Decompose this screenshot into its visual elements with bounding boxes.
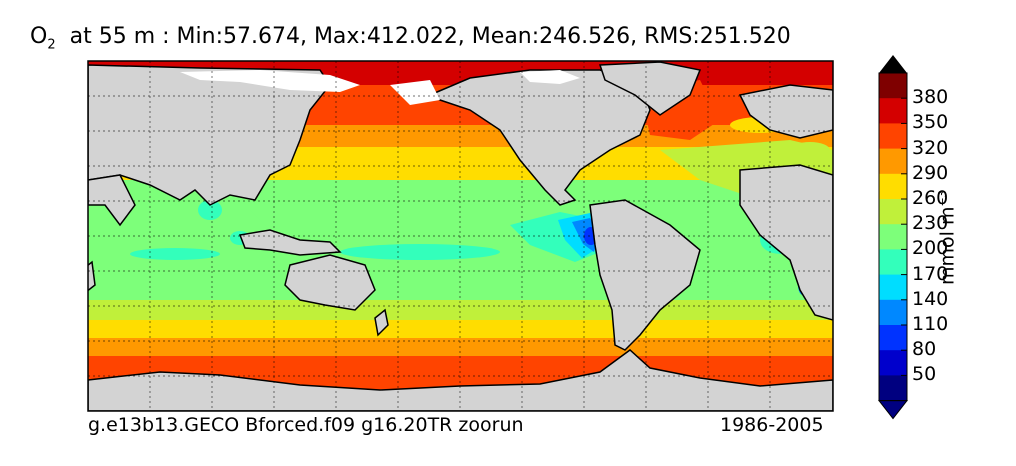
colorbar-segment [879, 274, 907, 301]
colorbar-frame [878, 72, 908, 402]
colorbar-tick-label: 230 [912, 212, 949, 235]
title-species-subscript: 2 [47, 37, 56, 53]
colorbar-segment [879, 73, 907, 99]
sea-ice [180, 70, 580, 105]
colorbar-tick-label: 170 [912, 262, 949, 285]
map-frame [87, 60, 834, 412]
title-species: O [30, 24, 48, 49]
graticule [88, 61, 833, 411]
colorbar-max-extend-arrow [879, 55, 907, 73]
colorbar-tick-label: 350 [912, 111, 949, 134]
colorbar-tick-label: 200 [912, 237, 949, 260]
colorbar-tick-label: 140 [912, 287, 949, 310]
colorbar-tick-label: 50 [912, 363, 937, 386]
colorbar-segment [879, 350, 907, 376]
caption-period: 1986-2005 [720, 414, 824, 436]
colorbar-segment [879, 224, 907, 250]
colorbar-segment [879, 199, 907, 225]
colorbar-tick-label: 80 [912, 338, 937, 361]
colorbar-tick-label: 290 [912, 161, 949, 184]
colorbar [877, 55, 909, 420]
colorbar-segment [879, 148, 907, 175]
colorbar-segment [879, 325, 907, 351]
colorbar-tick-label: 380 [912, 86, 949, 109]
land-masses [88, 61, 833, 411]
colorbar-segment [879, 98, 907, 124]
colorbar-min-extend-arrow [877, 400, 909, 420]
map-title: O2 at 55 m : Min:57.674, Max:412.022, Me… [30, 24, 791, 52]
colorbar-segment [879, 299, 907, 326]
colorbar-unit-exponent: −3 [936, 190, 949, 207]
ocean-field [88, 61, 833, 411]
colorbar-segment [879, 173, 907, 200]
colorbar-tick-label: 260 [912, 187, 949, 209]
caption-experiment: g.e13b13.GECO Bforced.f09 g16.20TR zooru… [88, 414, 524, 436]
colorbar-unit: mmol m−3 [936, 190, 958, 285]
colorbar-unit-text: mmol m [936, 206, 959, 285]
colorbar-segment [879, 123, 907, 150]
colorbar-segment [879, 249, 907, 276]
title-stats: at 55 m : Min:57.674, Max:412.022, Mean:… [69, 24, 791, 49]
colorbar-tick-label: 320 [912, 136, 949, 159]
colorbar-segment [879, 375, 907, 402]
colorbar-tick-label: 110 [912, 313, 949, 335]
